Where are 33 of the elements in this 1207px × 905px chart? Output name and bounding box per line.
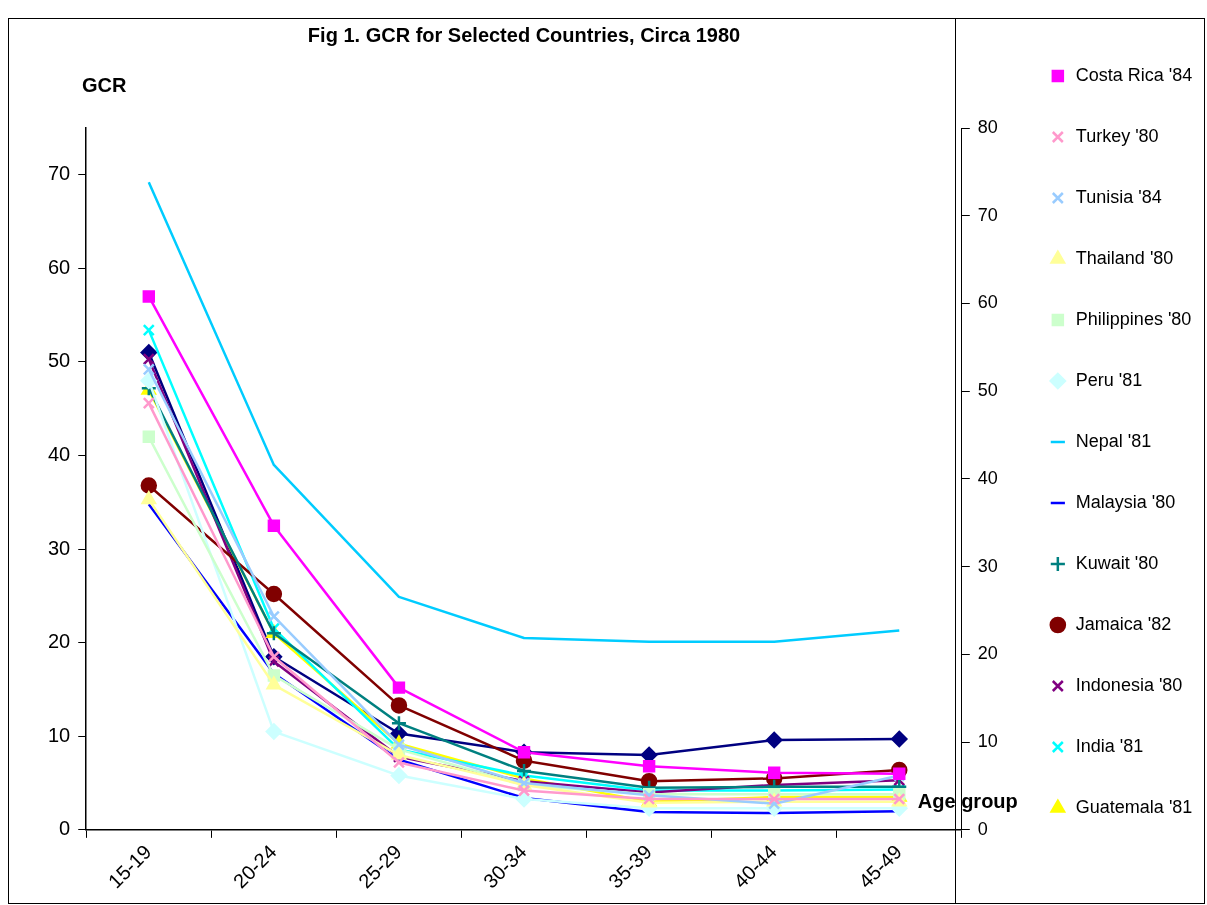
legend-label: Thailand '80 bbox=[1075, 247, 1174, 268]
legend-label: Turkey '80 bbox=[1075, 125, 1159, 146]
chart-title: Fig 1. GCR for Selected Countries, Circa 1980 bbox=[307, 23, 741, 46]
legend-label: Jamaica '82 bbox=[1075, 613, 1172, 634]
y-tick-label: 50 bbox=[48, 349, 71, 372]
y-tick-label: 70 bbox=[48, 162, 71, 185]
y-tick-label: 30 bbox=[48, 536, 71, 559]
y2-tick-label: 30 bbox=[977, 555, 998, 576]
legend-label: Nepal '81 bbox=[1075, 430, 1152, 451]
legend-label: Philippines '80 bbox=[1075, 308, 1192, 329]
legend-label: Costa Rica '84 bbox=[1075, 64, 1193, 85]
legend-label: Indonesia '80 bbox=[1075, 674, 1183, 695]
y2-tick-label: 80 bbox=[977, 116, 998, 137]
y-tick-label: 0 bbox=[59, 817, 71, 840]
y-tick-label: 10 bbox=[48, 723, 71, 746]
y-tick-label: 20 bbox=[48, 630, 71, 653]
legend-label: Tunisia '84 bbox=[1075, 186, 1162, 207]
y2-tick-label: 20 bbox=[977, 643, 998, 664]
y2-tick-label: 0 bbox=[977, 818, 988, 839]
legend-label: Malaysia '80 bbox=[1075, 491, 1176, 512]
y2-tick-label: 10 bbox=[977, 731, 998, 752]
y2-tick-label: 50 bbox=[977, 380, 998, 401]
y-tick-label: 40 bbox=[48, 443, 71, 466]
legend-label: Guatemala '81 bbox=[1075, 796, 1193, 817]
y2-tick-label: 40 bbox=[977, 467, 998, 488]
y2-tick-label: 60 bbox=[977, 292, 998, 313]
y2-tick-label: 70 bbox=[977, 204, 998, 225]
legend-label: Peru '81 bbox=[1075, 369, 1143, 390]
y-tick-label: 60 bbox=[48, 255, 71, 278]
y-axis-title: GCR bbox=[82, 74, 127, 96]
legend-label: Kuwait '80 bbox=[1075, 552, 1159, 573]
legend-label: India '81 bbox=[1075, 735, 1144, 756]
x-axis-title: Age group bbox=[917, 790, 1018, 812]
